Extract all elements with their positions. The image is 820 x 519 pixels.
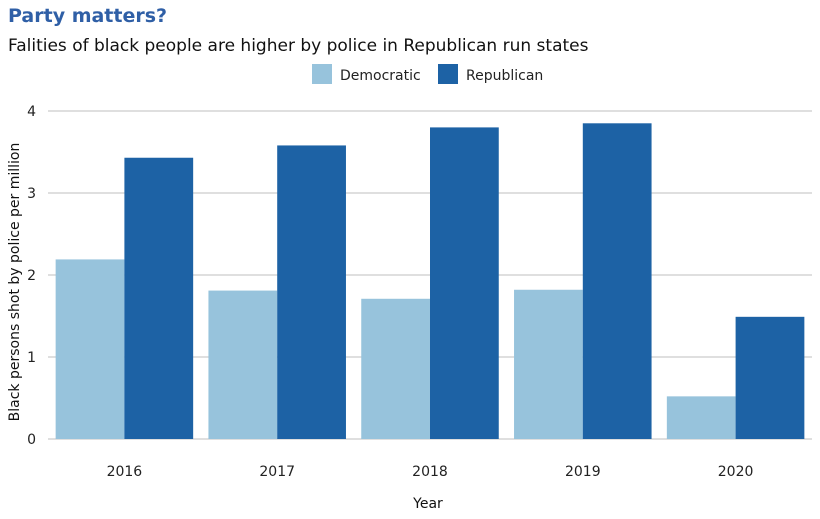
legend: Democratic Republican xyxy=(312,64,543,84)
bar-republican-2016 xyxy=(124,157,194,440)
bar-democratic-2019 xyxy=(514,289,583,439)
legend-swatch-democratic xyxy=(312,64,332,84)
bar-democratic-2017 xyxy=(208,290,278,439)
bars xyxy=(55,123,805,440)
x-tick-label: 2018 xyxy=(412,464,448,480)
bar-republican-2019 xyxy=(582,123,652,440)
y-tick-label: 3 xyxy=(27,186,36,202)
y-tick-label: 2 xyxy=(27,268,36,284)
x-tick-label: 2019 xyxy=(565,464,601,480)
bar-republican-2018 xyxy=(430,127,499,440)
legend-label-democratic: Democratic xyxy=(340,68,421,84)
legend-swatch-republican xyxy=(438,64,458,84)
bar-republican-2020 xyxy=(735,316,805,439)
x-tick-label: 2020 xyxy=(718,464,754,480)
chart-subtitle: Falities of black people are higher by p… xyxy=(8,36,589,56)
y-axis-ticks: 0 1 2 3 4 xyxy=(27,104,36,448)
bar-republican-2017 xyxy=(277,145,346,439)
y-axis-title: Black persons shot by police per million xyxy=(7,143,23,422)
y-tick-label: 1 xyxy=(27,350,36,366)
x-axis-title: Year xyxy=(412,496,443,512)
x-axis-ticks: 2016 2017 2018 2019 2020 xyxy=(107,464,754,480)
x-tick-label: 2017 xyxy=(259,464,295,480)
x-tick-label: 2016 xyxy=(107,464,143,480)
bar-democratic-2018 xyxy=(361,298,430,439)
bar-democratic-2020 xyxy=(666,396,736,439)
legend-label-republican: Republican xyxy=(466,68,543,84)
chart-title: Party matters? xyxy=(8,5,168,27)
y-tick-label: 4 xyxy=(27,104,36,120)
bar-democratic-2016 xyxy=(55,259,125,439)
y-tick-label: 0 xyxy=(27,432,36,448)
